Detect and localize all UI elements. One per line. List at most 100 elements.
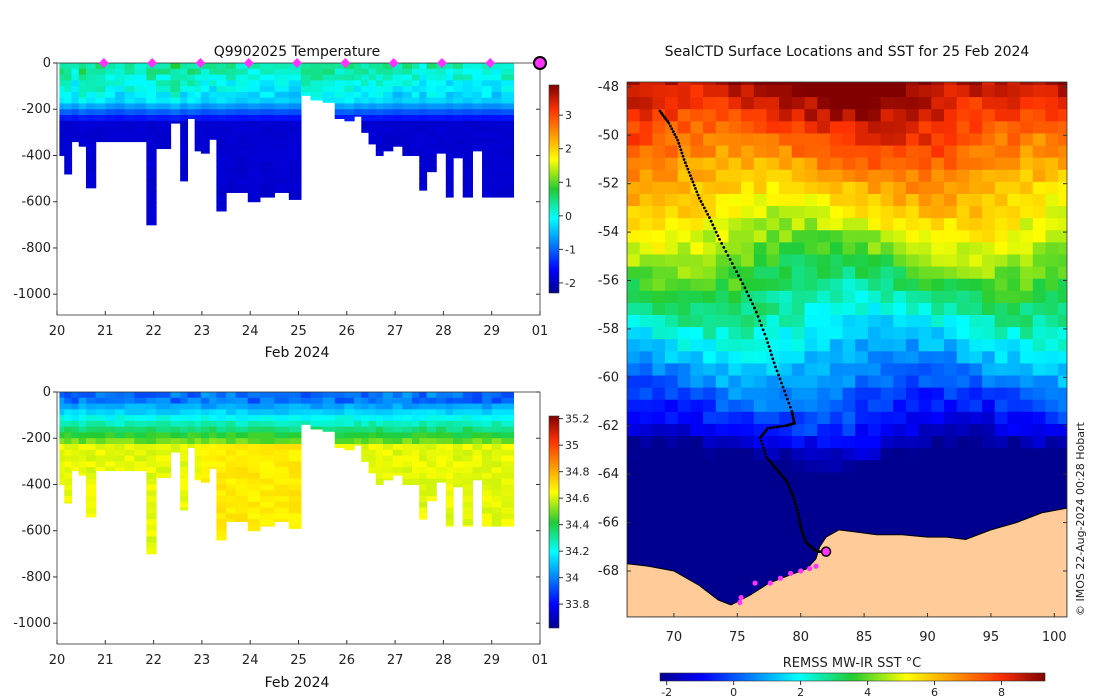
sst-cell <box>639 459 653 473</box>
temperature-cell <box>170 103 181 110</box>
temperature-cell <box>445 172 454 180</box>
sst-cell <box>703 120 717 134</box>
sst-cell <box>969 144 983 158</box>
sst-cell <box>1045 387 1059 400</box>
temperature-cell <box>300 80 312 87</box>
salinity-cell <box>146 438 157 445</box>
temperature-cell <box>71 80 80 87</box>
temperature-cell <box>247 91 261 99</box>
salinity-cell <box>322 392 336 399</box>
salinity-cell <box>402 397 413 405</box>
temperature-cell <box>156 80 172 87</box>
sst-cell <box>639 205 653 219</box>
temperature-cell <box>200 149 210 154</box>
track-point <box>668 124 672 128</box>
sst-cell <box>728 411 742 424</box>
salinity-cell <box>491 403 502 410</box>
temperature-cell <box>472 103 483 110</box>
sst-cell <box>944 435 958 449</box>
temperature-cell <box>235 184 249 191</box>
sst-cell <box>956 338 970 352</box>
salinity-cell <box>482 415 493 422</box>
salinity-cell <box>361 420 370 428</box>
sst-cell <box>855 132 869 146</box>
sst-cell <box>665 387 679 400</box>
temperature-cell <box>146 132 157 139</box>
temperature-cell <box>354 68 362 76</box>
sst-cell <box>715 532 730 545</box>
salinity-cell <box>445 501 454 509</box>
temperature-profile <box>383 63 394 152</box>
temperature-cell <box>274 103 290 110</box>
sst-cell <box>741 326 755 340</box>
track-point <box>661 113 665 117</box>
salinity-cell <box>156 409 172 416</box>
sst-cell <box>652 447 666 461</box>
sst-cell <box>703 495 717 509</box>
salinity-cell <box>482 478 493 485</box>
salinity-cell <box>334 444 345 448</box>
sst-cell <box>867 520 882 533</box>
salinity-cell <box>274 415 290 422</box>
salinity-profile <box>200 392 210 483</box>
sst-cell <box>956 374 970 388</box>
salinity-cell <box>216 415 227 422</box>
sst-cell <box>766 193 780 207</box>
sst-cell <box>956 290 970 303</box>
sst-cell <box>1032 241 1047 255</box>
sst-cell <box>753 532 768 545</box>
sst-cell <box>665 120 679 134</box>
temperature-cell <box>187 68 196 76</box>
temperature-cell <box>85 184 97 189</box>
salinity-cell <box>375 426 384 433</box>
salinity-cell <box>259 496 275 503</box>
temperature-cell <box>453 126 464 133</box>
temperature-cell <box>124 109 135 116</box>
temperature-cell <box>472 132 483 139</box>
sst-cell <box>1058 265 1067 279</box>
temperature-cell <box>85 155 97 162</box>
salinity-cell <box>445 426 454 433</box>
sst-cell <box>703 532 717 545</box>
temperature-cell <box>274 161 290 168</box>
sst-cell <box>842 387 856 400</box>
sst-cell <box>677 253 692 267</box>
y-tick-label: 0 <box>43 385 51 400</box>
sst-cell <box>829 411 844 424</box>
track-point <box>764 452 767 456</box>
salinity-cell <box>85 392 97 399</box>
temperature-cell <box>436 120 447 128</box>
sst-cell <box>842 362 856 376</box>
salinity-cell <box>436 449 447 457</box>
track-point <box>694 187 697 190</box>
temperature-cell <box>71 120 80 128</box>
salinity-cell <box>59 438 65 445</box>
sst-cell <box>627 144 641 158</box>
salinity-cell <box>124 397 135 405</box>
salinity-cell <box>436 472 447 480</box>
salinity-cell <box>274 507 290 514</box>
salinity-cell <box>226 455 237 462</box>
salinity-cell <box>247 519 261 526</box>
temperature-cell <box>235 161 249 168</box>
salinity-cell <box>216 536 227 541</box>
sst-cell <box>703 387 717 400</box>
salinity-cell <box>71 420 80 428</box>
sst-cell <box>956 229 970 243</box>
temperature-cell <box>259 91 275 99</box>
salinity-panel: 0-200-400-600-800-1000 20 21 22 23 24 25 26 27 2… <box>13 385 589 691</box>
sst-cell <box>918 108 932 122</box>
salinity-cell <box>124 467 135 472</box>
salinity-cell <box>361 426 370 433</box>
salinity-cell <box>235 415 249 422</box>
temperature-cell <box>310 80 324 87</box>
temperature-cell <box>383 103 394 110</box>
temperature-cell <box>95 126 106 133</box>
salinity-profile <box>445 392 454 527</box>
temperature-cell <box>288 155 302 162</box>
sst-cell <box>652 181 666 194</box>
salinity-cell <box>462 478 473 485</box>
temperature-cell <box>402 132 413 139</box>
x-tick-label: 22 <box>145 324 162 339</box>
sst-cell <box>791 229 806 243</box>
